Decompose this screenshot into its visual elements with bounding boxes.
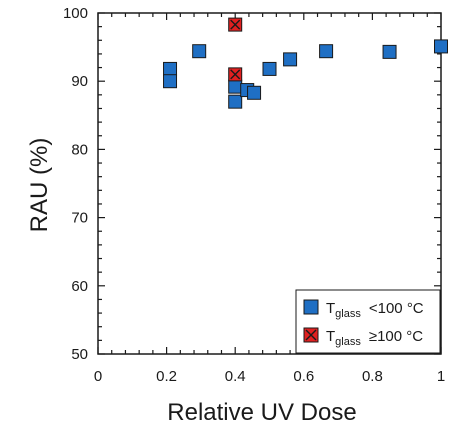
data-point-low-tglass (163, 61, 178, 76)
x-tick-label: 0.4 (225, 368, 246, 385)
plot-area-frame (97, 12, 442, 355)
legend-marker (303, 327, 319, 343)
data-point-low-tglass (434, 39, 448, 54)
y-tick-label: 70 (71, 210, 88, 227)
y-tick-label: 60 (71, 278, 88, 295)
data-point-low-tglass (319, 44, 334, 59)
data-point-low-tglass (163, 74, 178, 89)
legend-box (295, 289, 441, 354)
y-tick-label: 80 (71, 141, 88, 158)
x-axis-label: Relative UV Dose (167, 399, 356, 426)
legend: Tglass <100 °C Tglass ≥100 °C (295, 289, 441, 354)
data-point-high-tglass (228, 17, 243, 32)
y-tick-label: 90 (71, 73, 88, 90)
x-tick-label: 0.2 (156, 368, 177, 385)
legend-marker (303, 299, 319, 315)
data-point-low-tglass (262, 61, 277, 76)
data-point-low-tglass (192, 44, 207, 59)
data-point-low-tglass (283, 52, 298, 67)
data-point-low-tglass (382, 44, 397, 59)
x-tick-label: 0.8 (362, 368, 383, 385)
y-tick-label: 50 (71, 346, 88, 363)
x-tick-label: 0 (94, 368, 102, 385)
y-tick-label: 100 (63, 5, 88, 22)
data-point-low-tglass (228, 94, 243, 109)
data-point-high-tglass (228, 67, 243, 82)
legend-label: Tglass <100 °C (326, 300, 424, 320)
x-tick-label: 0.6 (293, 368, 314, 385)
y-axis-label: RAU (%) (26, 138, 53, 233)
legend-label: Tglass ≥100 °C (326, 328, 423, 348)
x-tick-label: 1 (437, 368, 445, 385)
data-point-low-tglass (228, 79, 243, 94)
data-point-low-tglass (247, 85, 262, 100)
